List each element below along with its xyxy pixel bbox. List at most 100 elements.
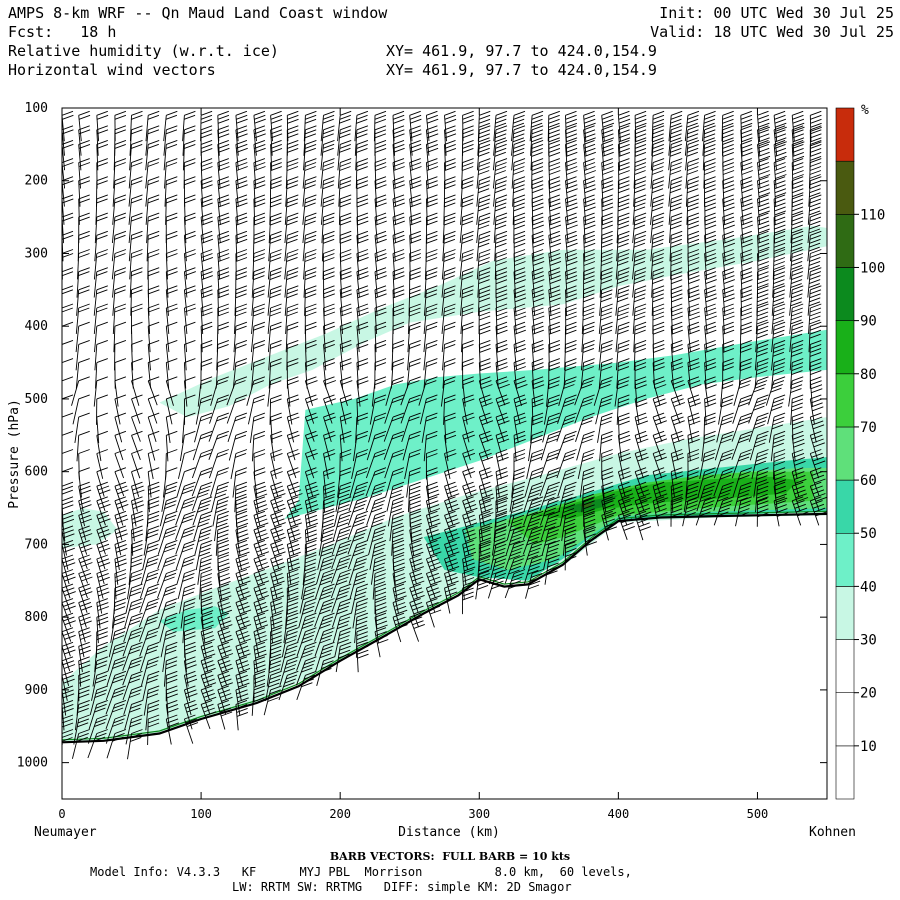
wind-barb	[731, 412, 752, 442]
wind-barb	[699, 449, 716, 480]
wind-barb	[131, 303, 143, 334]
wind-barb	[634, 110, 647, 142]
wind-barb	[790, 230, 804, 262]
wind-barb	[669, 212, 683, 244]
wind-barb	[476, 554, 491, 585]
wind-barb	[332, 510, 352, 541]
wind-barb	[735, 496, 752, 527]
wind-barb	[754, 339, 769, 371]
wind-barb	[477, 125, 491, 156]
wind-barb	[670, 412, 685, 442]
wind-barb	[314, 627, 335, 657]
wind-barb	[112, 285, 127, 316]
wind-barb	[365, 467, 387, 497]
wind-barb	[105, 670, 127, 701]
wind-barb	[128, 158, 143, 189]
wind-barb	[576, 430, 595, 461]
wind-barb	[302, 230, 317, 262]
wind-barb	[350, 583, 369, 614]
wind-barb	[286, 569, 300, 600]
wind-barb	[251, 267, 266, 298]
wind-barb	[687, 394, 701, 425]
rh-region-30-1	[159, 225, 827, 418]
wind-barb	[77, 249, 90, 280]
wind-barb	[365, 481, 387, 511]
wind-barb	[369, 394, 387, 425]
wind-barb	[331, 525, 352, 555]
wind-barb	[286, 583, 299, 615]
wind-barb	[703, 158, 716, 189]
wind-barb	[164, 176, 178, 207]
wind-barb	[147, 303, 160, 335]
wind-barb	[182, 612, 196, 644]
wind-barb	[581, 303, 595, 335]
wind-barb	[337, 158, 352, 189]
wind-barb	[302, 176, 317, 207]
wind-barb	[233, 321, 248, 353]
wind-barb	[755, 481, 769, 513]
wind-barb	[183, 641, 197, 673]
wind-barb	[651, 125, 665, 156]
wind-barb	[441, 267, 456, 298]
wind-barb	[791, 139, 805, 171]
wind-barb	[652, 394, 667, 424]
wind-barb	[147, 376, 160, 406]
colorbar-tick-label: 100	[860, 260, 885, 276]
wind-barb	[575, 412, 595, 442]
wind-barb	[252, 249, 266, 280]
wind-barb	[791, 481, 809, 512]
wind-barb	[441, 303, 456, 334]
wind-barb	[687, 376, 702, 406]
wind-barb	[147, 358, 160, 389]
wind-barb	[634, 449, 649, 479]
wind-barb	[400, 394, 421, 424]
wind-barb	[76, 285, 90, 316]
wind-barb	[424, 249, 438, 280]
wind-barb	[404, 449, 421, 480]
wind-barb	[62, 412, 74, 419]
y-tick-label: 300	[25, 246, 48, 261]
wind-barb	[718, 394, 734, 425]
wind-barb	[253, 670, 266, 702]
wind-barb	[321, 212, 335, 244]
wind-barb	[616, 230, 630, 262]
wind-barb	[139, 641, 160, 672]
wind-barb	[285, 598, 299, 629]
wind-barb	[122, 656, 143, 686]
wind-barb	[217, 110, 230, 142]
wind-barb	[114, 339, 127, 371]
wind-barb	[513, 376, 528, 406]
wind-barb	[208, 412, 229, 442]
wind-barb	[702, 139, 716, 171]
wind-barb	[478, 496, 494, 527]
wind-barb	[321, 230, 335, 262]
colorbar-segment	[835, 532, 855, 587]
wind-barb	[583, 176, 596, 207]
wind-barb	[94, 339, 108, 371]
wind-barb	[147, 430, 160, 461]
wind-barb	[790, 212, 804, 244]
wind-barb	[504, 569, 526, 599]
field-2-xy: XY= 461.9, 97.7 to 424.0,154.9	[386, 61, 657, 79]
wind-barb	[615, 303, 630, 334]
y-tick-label: 1000	[17, 756, 48, 771]
wind-barb	[522, 525, 544, 555]
wind-barb	[146, 212, 160, 244]
wind-barb	[129, 125, 143, 156]
wind-barb	[722, 339, 735, 371]
wind-barb	[525, 569, 544, 599]
wind-barb	[349, 467, 369, 497]
wind-barb	[565, 194, 578, 225]
wind-barb	[217, 641, 234, 671]
wind-barb	[616, 394, 630, 425]
wind-barb	[476, 212, 491, 244]
wind-barb	[407, 321, 421, 353]
wind-barb	[599, 430, 613, 462]
wind-barb	[162, 641, 178, 673]
colorbar-tick-label: 110	[860, 207, 885, 223]
wind-barb	[634, 430, 649, 461]
wind-barb	[425, 510, 441, 541]
wind-barb	[713, 449, 734, 479]
physics-info: LW: RRTM SW: RRTMG DIFF: simple KM: 2D S…	[232, 880, 572, 894]
wind-barb	[157, 539, 178, 570]
